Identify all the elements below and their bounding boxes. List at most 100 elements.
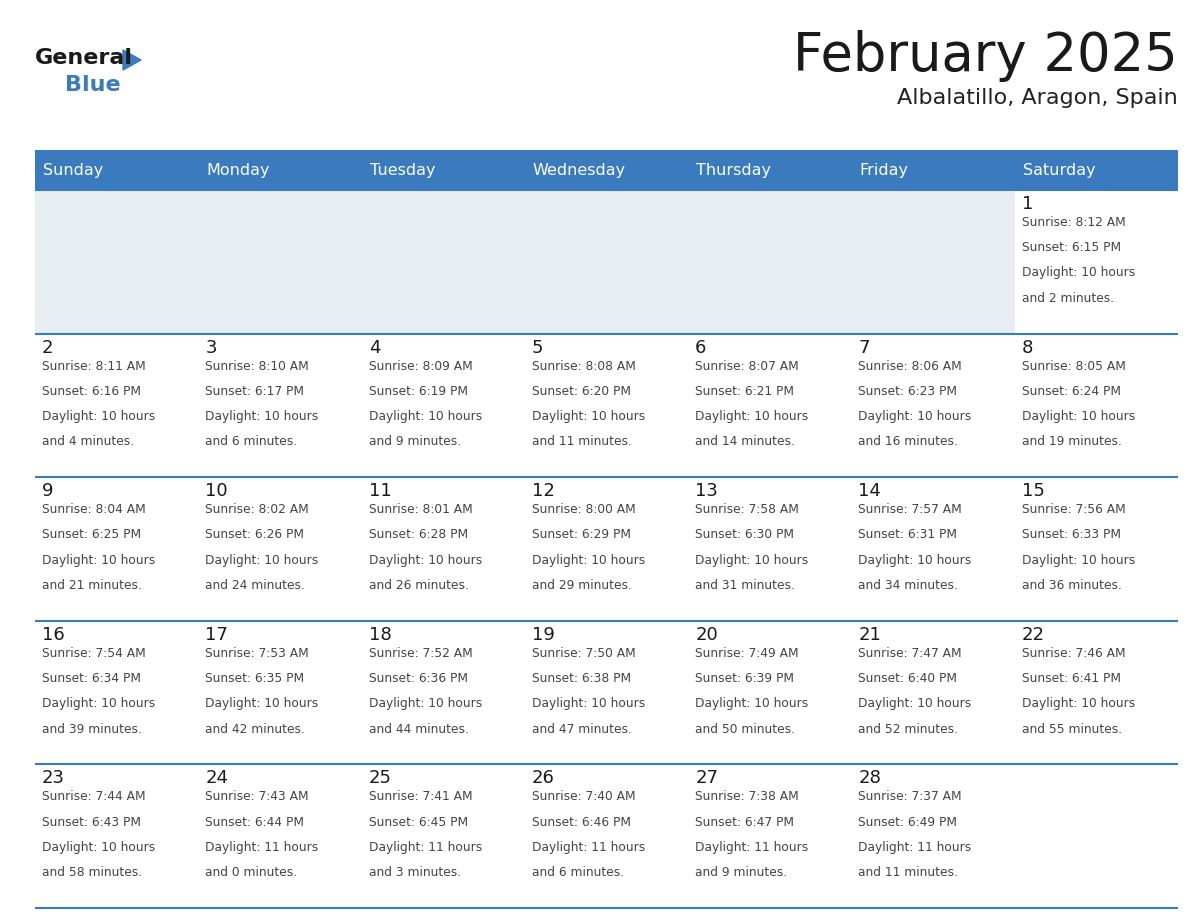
Text: 11: 11	[368, 482, 391, 500]
Text: 15: 15	[1022, 482, 1044, 500]
Text: Sunrise: 7:37 AM: Sunrise: 7:37 AM	[859, 790, 962, 803]
Text: Albalatillo, Aragon, Spain: Albalatillo, Aragon, Spain	[897, 88, 1178, 108]
Text: Sunset: 6:45 PM: Sunset: 6:45 PM	[368, 816, 468, 829]
Text: Sunset: 6:23 PM: Sunset: 6:23 PM	[859, 385, 958, 397]
Text: Sunset: 6:41 PM: Sunset: 6:41 PM	[1022, 672, 1120, 685]
Bar	[1015, 150, 1178, 190]
Bar	[1015, 333, 1178, 477]
Bar	[198, 621, 361, 765]
Bar	[1015, 477, 1178, 621]
Text: Monday: Monday	[207, 162, 270, 177]
Text: Saturday: Saturday	[1023, 162, 1095, 177]
Bar	[198, 190, 361, 333]
Text: and 55 minutes.: and 55 minutes.	[1022, 722, 1121, 735]
Text: Sunrise: 7:50 AM: Sunrise: 7:50 AM	[532, 647, 636, 660]
Text: and 29 minutes.: and 29 minutes.	[532, 579, 632, 592]
Text: Sunset: 6:33 PM: Sunset: 6:33 PM	[1022, 529, 1120, 542]
Text: Daylight: 10 hours: Daylight: 10 hours	[532, 554, 645, 566]
Bar	[1015, 765, 1178, 908]
Text: Sunset: 6:36 PM: Sunset: 6:36 PM	[368, 672, 468, 685]
Bar	[852, 333, 1015, 477]
Bar	[361, 190, 525, 333]
Text: and 47 minutes.: and 47 minutes.	[532, 722, 632, 735]
Bar	[34, 333, 198, 477]
Text: Sunset: 6:39 PM: Sunset: 6:39 PM	[695, 672, 794, 685]
Text: Sunset: 6:26 PM: Sunset: 6:26 PM	[206, 529, 304, 542]
Text: Tuesday: Tuesday	[369, 162, 435, 177]
Text: Sunday: Sunday	[43, 162, 103, 177]
Text: and 11 minutes.: and 11 minutes.	[532, 435, 632, 448]
Text: and 26 minutes.: and 26 minutes.	[368, 579, 468, 592]
Text: and 14 minutes.: and 14 minutes.	[695, 435, 795, 448]
Bar	[852, 477, 1015, 621]
Bar	[525, 333, 688, 477]
Text: 4: 4	[368, 339, 380, 356]
Text: Daylight: 10 hours: Daylight: 10 hours	[695, 698, 808, 711]
Text: 3: 3	[206, 339, 216, 356]
Text: Sunrise: 8:01 AM: Sunrise: 8:01 AM	[368, 503, 473, 516]
Text: and 2 minutes.: and 2 minutes.	[1022, 292, 1114, 305]
Text: Daylight: 10 hours: Daylight: 10 hours	[42, 410, 156, 423]
Text: Sunset: 6:16 PM: Sunset: 6:16 PM	[42, 385, 141, 397]
Text: Sunset: 6:30 PM: Sunset: 6:30 PM	[695, 529, 794, 542]
Text: Sunset: 6:47 PM: Sunset: 6:47 PM	[695, 816, 794, 829]
Text: General: General	[34, 48, 133, 68]
Text: and 52 minutes.: and 52 minutes.	[859, 722, 959, 735]
Text: Daylight: 10 hours: Daylight: 10 hours	[42, 554, 156, 566]
Bar	[1015, 621, 1178, 765]
Text: and 21 minutes.: and 21 minutes.	[42, 579, 141, 592]
Text: Daylight: 10 hours: Daylight: 10 hours	[368, 554, 482, 566]
Text: Daylight: 10 hours: Daylight: 10 hours	[368, 410, 482, 423]
Text: Sunrise: 7:58 AM: Sunrise: 7:58 AM	[695, 503, 800, 516]
Bar	[525, 621, 688, 765]
Bar	[361, 333, 525, 477]
Text: Daylight: 10 hours: Daylight: 10 hours	[859, 698, 972, 711]
Text: 12: 12	[532, 482, 555, 500]
Text: and 39 minutes.: and 39 minutes.	[42, 722, 141, 735]
Text: 10: 10	[206, 482, 228, 500]
Text: Daylight: 10 hours: Daylight: 10 hours	[42, 841, 156, 854]
Text: Sunrise: 8:04 AM: Sunrise: 8:04 AM	[42, 503, 146, 516]
Text: and 58 minutes.: and 58 minutes.	[42, 867, 143, 879]
Bar	[688, 477, 852, 621]
Text: Sunrise: 7:47 AM: Sunrise: 7:47 AM	[859, 647, 962, 660]
Bar	[34, 765, 198, 908]
Text: Sunrise: 7:41 AM: Sunrise: 7:41 AM	[368, 790, 472, 803]
Text: Daylight: 11 hours: Daylight: 11 hours	[368, 841, 482, 854]
Text: 9: 9	[42, 482, 53, 500]
Text: and 16 minutes.: and 16 minutes.	[859, 435, 959, 448]
Text: Sunrise: 8:05 AM: Sunrise: 8:05 AM	[1022, 360, 1125, 373]
Text: Daylight: 10 hours: Daylight: 10 hours	[859, 554, 972, 566]
Text: Sunset: 6:17 PM: Sunset: 6:17 PM	[206, 385, 304, 397]
Text: and 9 minutes.: and 9 minutes.	[368, 435, 461, 448]
Text: February 2025: February 2025	[794, 30, 1178, 82]
Text: 28: 28	[859, 769, 881, 788]
Text: Sunset: 6:46 PM: Sunset: 6:46 PM	[532, 816, 631, 829]
Text: Sunrise: 8:00 AM: Sunrise: 8:00 AM	[532, 503, 636, 516]
Text: and 31 minutes.: and 31 minutes.	[695, 579, 795, 592]
Text: 24: 24	[206, 769, 228, 788]
Text: Sunrise: 7:53 AM: Sunrise: 7:53 AM	[206, 647, 309, 660]
Text: and 36 minutes.: and 36 minutes.	[1022, 579, 1121, 592]
Text: Daylight: 11 hours: Daylight: 11 hours	[859, 841, 972, 854]
Text: Daylight: 10 hours: Daylight: 10 hours	[206, 698, 318, 711]
Text: Daylight: 10 hours: Daylight: 10 hours	[1022, 554, 1135, 566]
Text: Sunset: 6:29 PM: Sunset: 6:29 PM	[532, 529, 631, 542]
Text: Sunrise: 7:54 AM: Sunrise: 7:54 AM	[42, 647, 146, 660]
Text: Sunrise: 8:06 AM: Sunrise: 8:06 AM	[859, 360, 962, 373]
Text: 5: 5	[532, 339, 543, 356]
Text: Sunset: 6:43 PM: Sunset: 6:43 PM	[42, 816, 141, 829]
Bar	[525, 150, 688, 190]
Text: Daylight: 10 hours: Daylight: 10 hours	[532, 698, 645, 711]
Text: 16: 16	[42, 626, 65, 644]
Text: Sunset: 6:20 PM: Sunset: 6:20 PM	[532, 385, 631, 397]
Bar	[198, 150, 361, 190]
Text: and 11 minutes.: and 11 minutes.	[859, 867, 959, 879]
Text: Sunset: 6:21 PM: Sunset: 6:21 PM	[695, 385, 794, 397]
Text: Sunset: 6:34 PM: Sunset: 6:34 PM	[42, 672, 141, 685]
Text: Daylight: 10 hours: Daylight: 10 hours	[1022, 698, 1135, 711]
Text: Sunrise: 8:09 AM: Sunrise: 8:09 AM	[368, 360, 473, 373]
Text: and 34 minutes.: and 34 minutes.	[859, 579, 959, 592]
Text: Daylight: 10 hours: Daylight: 10 hours	[859, 410, 972, 423]
Text: 25: 25	[368, 769, 392, 788]
